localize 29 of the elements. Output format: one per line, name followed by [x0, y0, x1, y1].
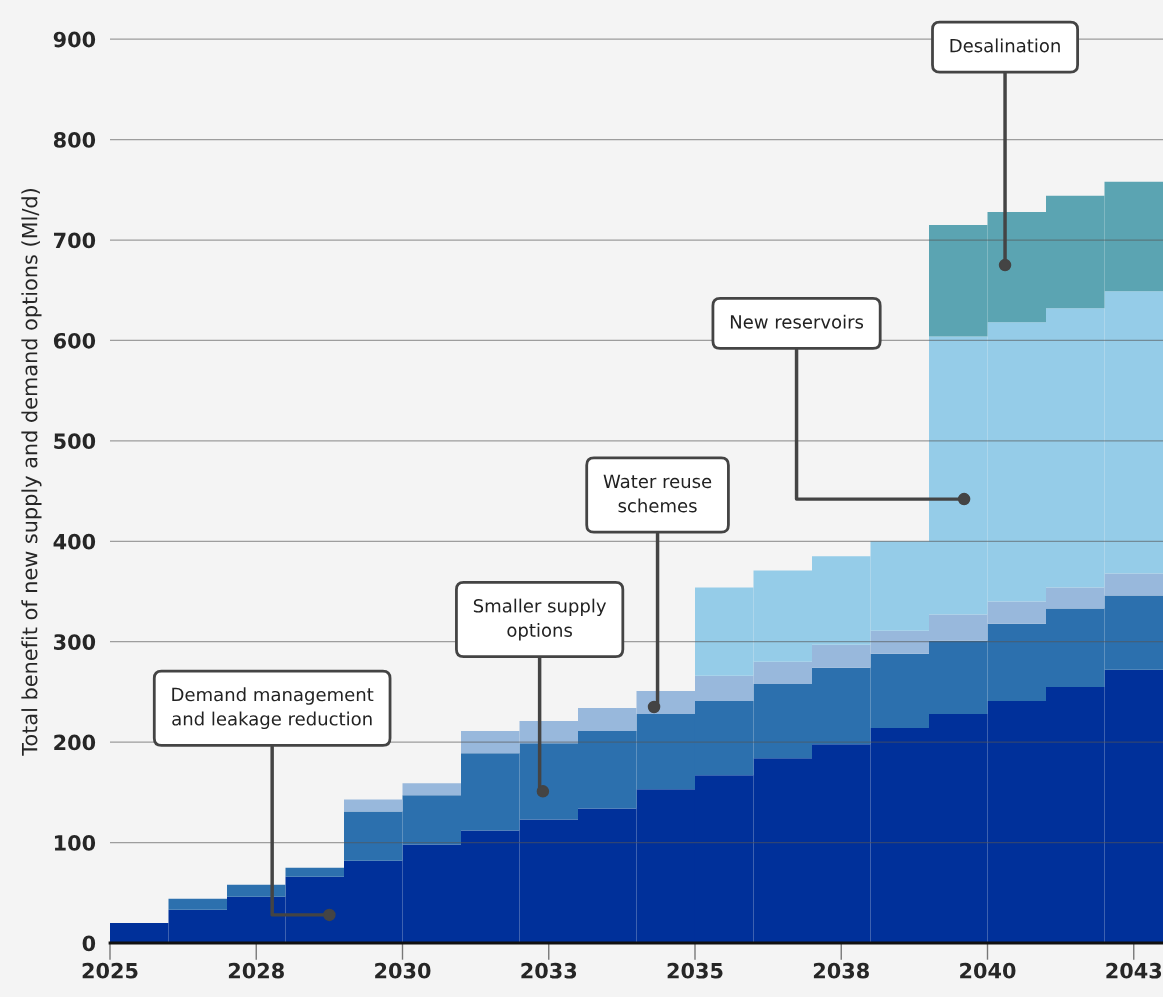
y-tick-label: 600 — [53, 332, 96, 349]
y-tick-label: 800 — [53, 132, 96, 148]
annotation: Desalination — [950, 38, 1060, 53]
annotation: New reservoirs — [730, 314, 864, 329]
bar — [168, 898, 227, 910]
y-tick-label: 400 — [53, 533, 96, 550]
y-axis-title: Total benefit of new supply and demand options (Ml/d) — [21, 189, 42, 756]
bar — [402, 783, 461, 796]
x-tick-label: 2030 — [375, 962, 431, 979]
x-tick-label: 2035 — [667, 962, 723, 979]
bar — [227, 884, 286, 897]
y-tick-label: 500 — [54, 433, 96, 450]
x-tick-label: 2025 — [82, 962, 138, 979]
annotation: Demand management and leakage reduction — [172, 687, 374, 730]
y-tick-label: 0 — [82, 935, 96, 952]
annotation: Water reuse schemes — [603, 474, 712, 513]
x-tick-label: 2038 — [813, 962, 869, 979]
x-tick-label: 2043 — [1106, 962, 1162, 979]
y-tick-label: 300 — [54, 634, 96, 650]
y-tick-label: 700 — [54, 232, 96, 249]
y-tick-label: 200 — [54, 734, 96, 751]
bar — [285, 867, 344, 877]
x-tick-label: 2033 — [521, 962, 577, 979]
annotation: Smaller supply options — [473, 598, 607, 641]
bar — [344, 799, 403, 812]
y-tick-label: 900 — [53, 31, 96, 48]
y-tick-label: 100 — [54, 835, 96, 851]
x-tick-label: 2028 — [228, 962, 284, 979]
x-tick-label: 2040 — [960, 962, 1016, 979]
